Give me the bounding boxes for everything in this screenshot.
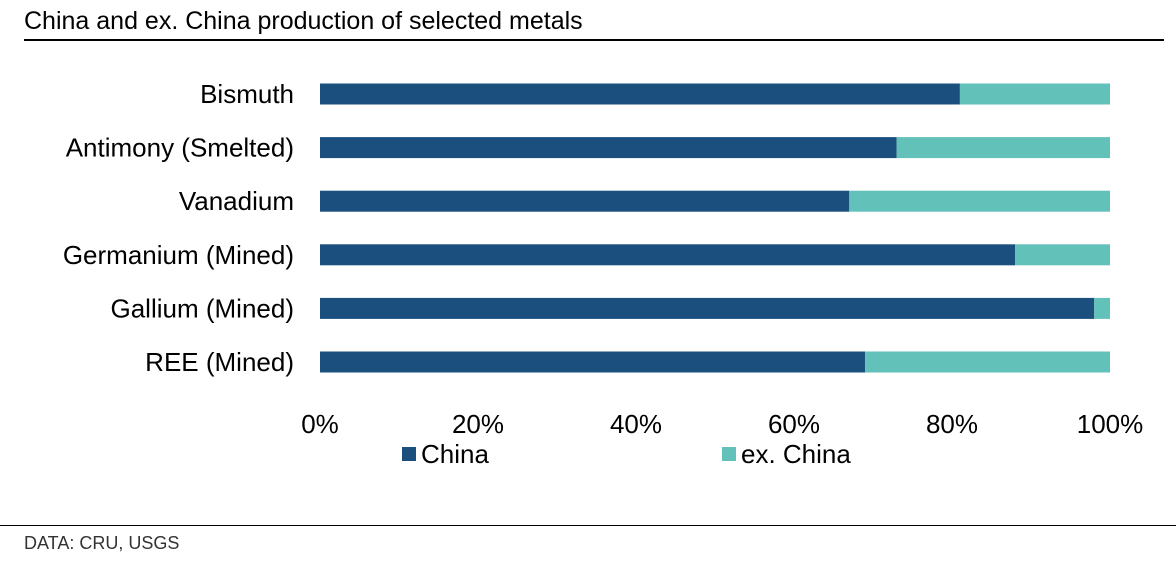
- title-divider: [24, 39, 1164, 41]
- x-axis-ticks: 0% 20% 40% 60% 80% 100%: [301, 409, 1143, 439]
- bar-bismuth-china: [320, 83, 960, 105]
- category-labels: Bismuth Antimony (Smelted) Vanadium Germani…: [63, 79, 294, 377]
- bar-vanadium-china: [320, 190, 850, 212]
- chart-title: China and ex. China production of select…: [24, 7, 583, 35]
- legend-swatch-ex-china: [722, 447, 736, 461]
- category-label-antimony-smelted: Antimony (Smelted): [66, 133, 294, 163]
- bar-gallium-mined-china: [320, 297, 1095, 319]
- category-label-bismuth: Bismuth: [200, 79, 294, 109]
- category-label-germanium-mined: Germanium (Mined): [63, 240, 294, 270]
- bar-germanium-mined-ex-china: [1015, 244, 1110, 266]
- bar-antimony-smelted-china: [320, 137, 897, 159]
- source-divider: [0, 525, 1176, 526]
- x-tick-label: 80%: [926, 409, 978, 439]
- bars-group: [320, 83, 1110, 373]
- legend-label-ex-china: ex. China: [741, 439, 851, 469]
- bar-gallium-mined-ex-china: [1094, 297, 1110, 319]
- bar-antimony-smelted-ex-china: [896, 137, 1110, 159]
- x-tick-label: 100%: [1077, 409, 1144, 439]
- bar-vanadium-ex-china: [849, 190, 1110, 212]
- source-note: DATA: CRU, USGS: [24, 533, 180, 553]
- x-tick-label: 40%: [610, 409, 662, 439]
- x-tick-label: 0%: [301, 409, 339, 439]
- legend: China ex. China: [402, 439, 851, 469]
- category-label-vanadium: Vanadium: [179, 186, 294, 216]
- bar-ree-mined-china: [320, 351, 866, 373]
- bar-germanium-mined-china: [320, 244, 1016, 266]
- category-label-gallium-mined: Gallium (Mined): [111, 293, 295, 323]
- bar-ree-mined-ex-china: [865, 351, 1110, 373]
- x-tick-label: 20%: [452, 409, 504, 439]
- legend-label-china: China: [421, 439, 489, 469]
- legend-swatch-china: [402, 447, 416, 461]
- category-label-ree-mined: REE (Mined): [145, 347, 294, 377]
- bar-bismuth-ex-china: [959, 83, 1110, 105]
- stacked-bar-chart: Bismuth Antimony (Smelted) Vanadium Germani…: [63, 79, 1143, 469]
- x-tick-label: 60%: [768, 409, 820, 439]
